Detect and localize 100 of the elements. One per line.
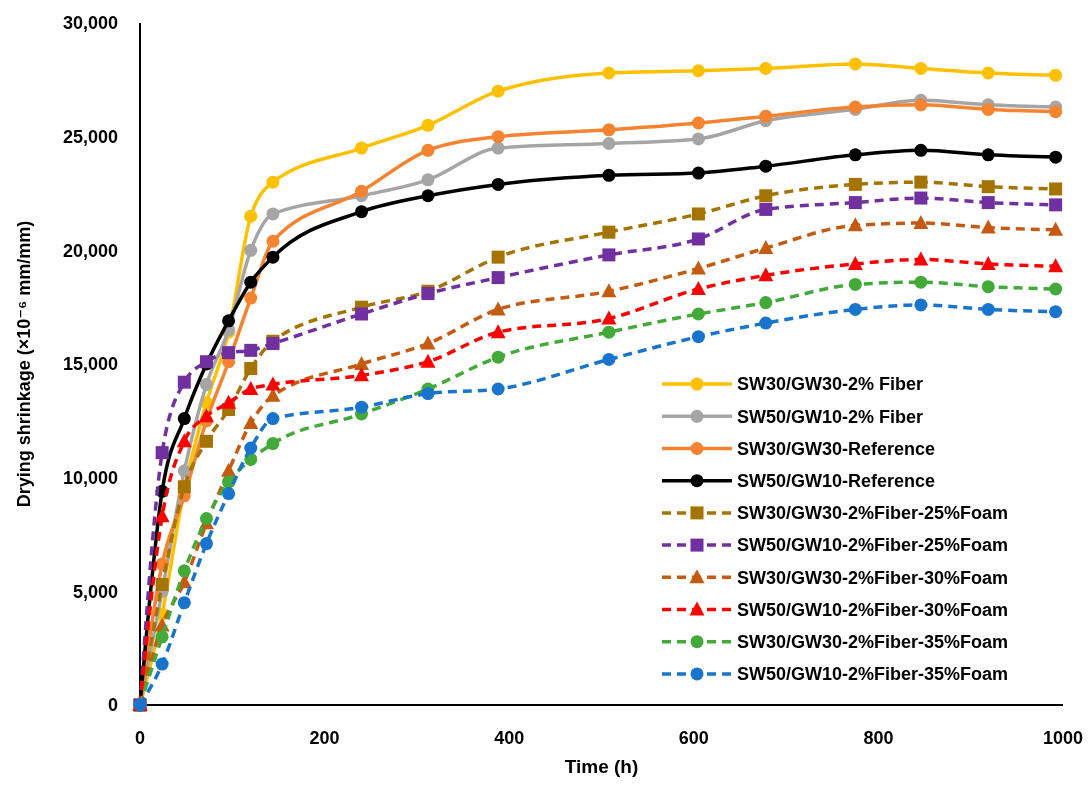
y-tick-label: 15,000: [62, 354, 118, 375]
point: [155, 630, 169, 644]
point: [244, 291, 258, 305]
legend-label: SW30/GW30-2%Fiber-30%Foam: [737, 567, 1009, 588]
x-tick-label: 600: [678, 728, 709, 749]
point: [914, 175, 928, 189]
point: [243, 381, 259, 396]
point: [914, 191, 928, 205]
point: [244, 441, 258, 455]
point: [602, 248, 616, 262]
point: [691, 132, 705, 146]
point: [1048, 258, 1064, 273]
point: [602, 325, 616, 339]
point: [420, 353, 436, 368]
point: [266, 234, 280, 248]
y-tick-label: 20,000: [62, 240, 118, 261]
point: [421, 118, 435, 132]
point: [914, 143, 928, 157]
point: [691, 232, 705, 246]
point: [690, 280, 706, 295]
point: [602, 66, 616, 80]
point: [199, 377, 213, 391]
x-tick-label: 400: [494, 728, 525, 749]
point: [155, 578, 169, 592]
point: [199, 512, 213, 526]
point: [914, 98, 928, 112]
point: [981, 148, 995, 162]
point: [491, 250, 505, 264]
y-tick-label: 5,000: [72, 581, 118, 602]
point: [355, 184, 369, 198]
y-tick-label: 30,000: [62, 13, 118, 34]
point: [491, 177, 505, 191]
point: [222, 346, 236, 360]
point: [981, 280, 995, 294]
point: [759, 296, 773, 310]
point: [848, 148, 862, 162]
point: [243, 415, 259, 430]
point: [221, 394, 237, 409]
point: [354, 367, 370, 382]
point: [981, 302, 995, 316]
point: [759, 159, 773, 173]
point: [759, 189, 773, 203]
point: [602, 136, 616, 150]
point: [759, 61, 773, 75]
point: [355, 400, 369, 414]
point: [155, 657, 169, 671]
y-tick-label: 10,000: [62, 467, 118, 488]
x-tick-label: 800: [863, 728, 894, 749]
point: [421, 173, 435, 187]
point: [691, 307, 705, 321]
point: [914, 61, 928, 75]
point: [244, 362, 258, 376]
point: [848, 277, 862, 291]
point: [602, 168, 616, 182]
point: [1049, 105, 1063, 119]
point: [420, 335, 436, 350]
point: [491, 350, 505, 364]
point: [601, 310, 617, 325]
point: [266, 250, 280, 264]
point: [355, 205, 369, 219]
point: [602, 352, 616, 366]
point: [913, 251, 929, 266]
point: [491, 382, 505, 396]
point: [177, 412, 191, 426]
point: [981, 180, 995, 194]
point: [155, 446, 169, 460]
point: [490, 301, 506, 316]
point: [847, 255, 863, 270]
y-tick-label: 0: [107, 695, 118, 716]
point: [980, 255, 996, 270]
point: [244, 209, 258, 223]
x-tick-label: 1000: [1042, 728, 1084, 749]
point: [847, 217, 863, 232]
point: [1049, 68, 1063, 82]
point: [914, 298, 928, 312]
point: [177, 564, 191, 578]
point: [198, 408, 214, 423]
point: [691, 116, 705, 130]
point: [759, 316, 773, 330]
point: [244, 275, 258, 289]
point: [602, 225, 616, 239]
legend-label: SW30/GW30-2% Fiber: [737, 374, 924, 395]
point: [177, 596, 191, 610]
point: [980, 219, 996, 234]
point: [199, 537, 213, 551]
point: [1049, 182, 1063, 196]
point: [355, 141, 369, 155]
x-axis-title: Time (h): [564, 756, 639, 777]
point: [199, 434, 213, 448]
legend-label: SW30/GW30-2%Fiber-35%Foam: [737, 632, 1009, 652]
point: [491, 130, 505, 144]
point: [1049, 305, 1063, 319]
point: [848, 177, 862, 191]
y-tick-label: 25,000: [62, 126, 118, 147]
legend-label: SW50/GW10-Reference: [737, 471, 936, 491]
point: [244, 243, 258, 257]
legend-label: SW50/GW10-2%Fiber-30%Foam: [737, 599, 1009, 620]
point: [177, 375, 191, 389]
point: [222, 487, 236, 501]
point: [244, 343, 258, 357]
